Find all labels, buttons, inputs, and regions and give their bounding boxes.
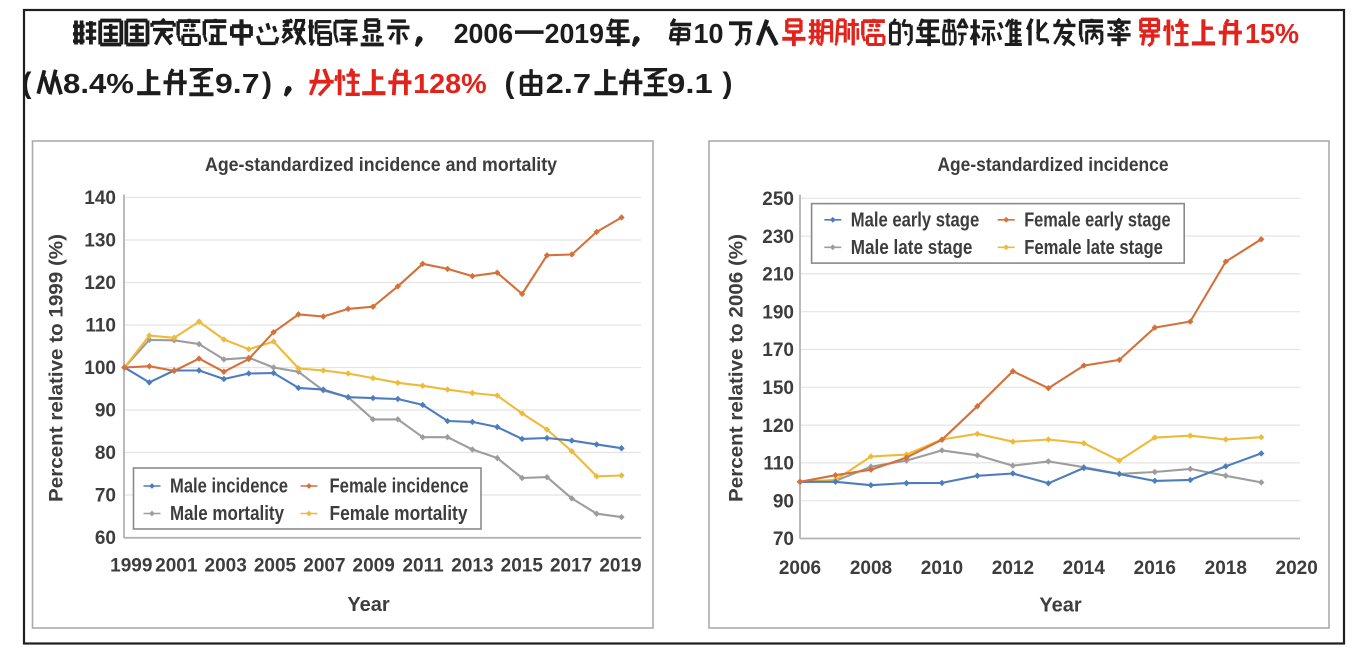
svg-text:8.4%: 8.4%: [63, 68, 134, 99]
svg-text:Female incidence: Female incidence: [330, 476, 469, 498]
svg-text:Female mortality: Female mortality: [330, 503, 469, 525]
svg-text:90: 90: [95, 401, 116, 422]
svg-text:Male early stage: Male early stage: [851, 209, 979, 231]
svg-text:(: (: [505, 67, 515, 100]
svg-text:2015: 2015: [501, 556, 544, 577]
svg-text:2014: 2014: [1063, 558, 1106, 579]
svg-text:2005: 2005: [254, 556, 297, 577]
svg-text:250: 250: [762, 189, 794, 210]
svg-text:140: 140: [84, 188, 116, 209]
svg-text:Male mortality: Male mortality: [170, 503, 285, 525]
svg-text:(: (: [22, 67, 32, 100]
svg-text:70: 70: [95, 486, 116, 507]
svg-text:100: 100: [84, 358, 116, 379]
svg-text:Male incidence: Male incidence: [170, 476, 288, 498]
svg-text:2007: 2007: [303, 556, 345, 577]
svg-text:150: 150: [762, 378, 794, 399]
svg-text:): ): [723, 67, 733, 100]
svg-text:2020: 2020: [1276, 558, 1318, 579]
svg-text:70: 70: [773, 529, 794, 550]
svg-text:2009: 2009: [353, 556, 395, 577]
svg-text:15%: 15%: [1245, 18, 1299, 49]
svg-text:80: 80: [95, 443, 116, 464]
svg-text:90: 90: [773, 491, 794, 512]
svg-text:60: 60: [95, 528, 116, 549]
svg-text:230: 230: [762, 227, 794, 248]
svg-text:120: 120: [84, 273, 116, 294]
svg-text:110: 110: [763, 454, 794, 475]
svg-text:2006: 2006: [779, 558, 821, 579]
svg-text:1999: 1999: [110, 556, 152, 577]
svg-text:Female late stage: Female late stage: [1024, 237, 1163, 259]
svg-text:2011: 2011: [402, 556, 444, 577]
svg-text:2012: 2012: [992, 558, 1034, 579]
svg-text:2010: 2010: [921, 558, 963, 579]
svg-text:Year: Year: [1039, 595, 1081, 617]
svg-text:2003: 2003: [205, 556, 247, 577]
svg-text:Female early stage: Female early stage: [1024, 209, 1170, 231]
svg-text:2019: 2019: [545, 18, 604, 49]
svg-text:Age-standardized incidence and: Age-standardized incidence and mortality: [205, 154, 557, 176]
svg-text:2013: 2013: [451, 556, 493, 577]
svg-text:2.7: 2.7: [546, 68, 592, 99]
svg-text:2008: 2008: [850, 558, 892, 579]
svg-text:Year: Year: [347, 594, 389, 616]
svg-text:2018: 2018: [1205, 558, 1247, 579]
svg-text:2006: 2006: [454, 18, 513, 49]
svg-text:2001: 2001: [155, 556, 198, 577]
svg-text:210: 210: [762, 265, 794, 286]
svg-text:190: 190: [762, 302, 794, 323]
svg-text:128%: 128%: [413, 68, 487, 99]
svg-text:130: 130: [84, 231, 116, 252]
svg-text:Male late stage: Male late stage: [851, 237, 973, 259]
svg-text:9.7: 9.7: [215, 68, 260, 99]
svg-text:Percent relative to 2006 (%): Percent relative to 2006 (%): [726, 234, 748, 502]
svg-text:Age-standardized incidence: Age-standardized incidence: [938, 154, 1169, 176]
svg-text:110: 110: [85, 316, 116, 337]
svg-text:170: 170: [762, 340, 794, 361]
svg-text:120: 120: [762, 416, 794, 437]
svg-text:): ): [262, 67, 272, 100]
svg-text:9.1: 9.1: [667, 68, 713, 99]
svg-text:2019: 2019: [599, 556, 641, 577]
svg-text:2017: 2017: [550, 556, 592, 577]
svg-text:10: 10: [694, 18, 724, 49]
svg-text:2016: 2016: [1134, 558, 1176, 579]
svg-text:Percent relative to 1999 (%): Percent relative to 1999 (%): [46, 234, 68, 502]
